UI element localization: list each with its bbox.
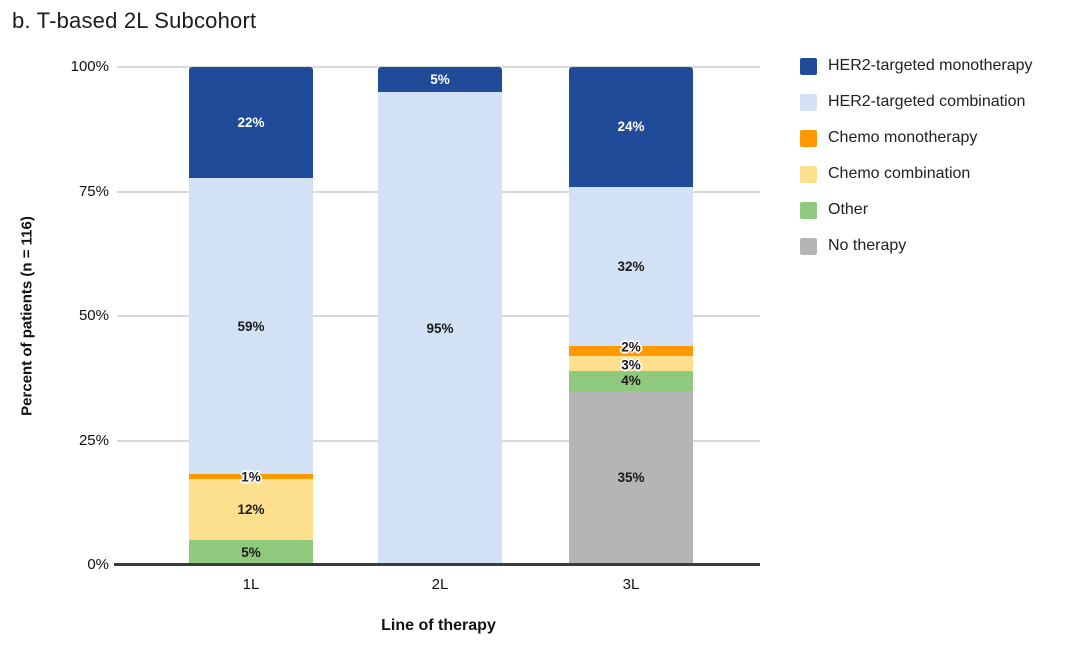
segment-label: 2% [621,339,641,355]
legend-label: Chemo combination [828,165,971,182]
legend-item-chemo-monotherapy: Chemo monotherapy [800,129,1033,147]
legend-swatch [800,201,817,219]
x-axis-line [114,563,760,566]
segment-label: 95% [426,320,454,336]
segment-1l-her2-targeted-combination: 59% [189,177,313,475]
legend-label: HER2-targeted combination [828,93,1026,110]
y-tick-label: 0% [87,556,109,573]
segment-label: 59% [237,318,265,334]
segment-3l-no-therapy: 35% [569,390,693,565]
legend-swatch [800,237,817,255]
segment-label: 22% [237,114,265,130]
segment-label: 1% [241,469,261,485]
legend-label: Other [828,201,869,218]
segment-3l-other: 4% [569,370,693,391]
plot-area: 22% 59% 1% 12% 5% 5% 95% 24% 32% 2% 3% 4% 35% [114,66,760,566]
y-tick-label: 100% [70,58,109,75]
legend-item-no-therapy: No therapy [800,237,1033,255]
legend-swatch [800,57,817,75]
x-tick-label-1l: 1L [242,576,260,593]
legend-item-her2-targeted-monotherapy: HER2-targeted monotherapy [800,57,1033,75]
segment-1l-chemo-monotherapy: 1% [189,469,313,484]
y-tick-label: 25% [78,431,109,449]
segment-label: 3% [621,357,641,373]
legend-item-other: Other [800,201,1033,219]
segment-3l-her2-targeted-monotherapy: 24% [569,67,693,187]
segment-label: 35% [617,470,645,486]
bar-1l: 22% 59% 1% 12% 5% [189,67,313,565]
x-axis-title: Line of therapy [381,617,496,634]
y-tick-label: 50% [78,307,109,324]
legend-item-chemo-combination: Chemo combination [800,165,1033,183]
segment-label: 5% [241,544,261,560]
segment-2l-her2-targeted-combination: 95% [378,91,502,565]
segment-1l-chemo-combination: 12% [189,479,313,540]
segment-2l-her2-targeted-monotherapy: 5% [378,67,502,92]
legend-label: HER2-targeted monotherapy [828,57,1033,74]
legend-item-her2-targeted-combination: HER2-targeted combination [800,93,1033,111]
y-tick-label: 75% [78,182,109,200]
legend: HER2-targeted monotherapy HER2-targeted c… [800,57,1033,255]
x-tick-label-3l: 3L [622,576,640,593]
segment-3l-chemo-monotherapy: 2% [569,339,693,356]
x-tick-label-2l: 2L [431,576,449,593]
bar-3l: 24% 32% 2% 3% 4% 35% [569,67,693,565]
legend-label: No therapy [828,237,907,254]
segment-label: 4% [621,373,641,389]
segment-label: 24% [617,119,645,135]
segment-label: 32% [617,258,645,274]
segment-3l-her2-targeted-combination: 32% [569,186,693,346]
segment-1l-other: 5% [189,539,313,565]
chart-title: b. T-based 2L Subcohort [12,8,257,33]
bar-2l: 5% 95% [378,67,502,565]
segment-label: 5% [430,71,450,87]
legend-swatch [800,129,817,147]
legend-label: Chemo monotherapy [828,129,978,146]
segment-3l-chemo-combination: 3% [569,355,693,373]
segment-1l-her2-targeted-monotherapy: 22% [189,67,313,178]
legend-swatch [800,93,817,111]
y-axis-title: Percent of patients (n = 116) [18,216,36,416]
segment-label: 12% [237,502,265,518]
legend-swatch [800,165,817,183]
